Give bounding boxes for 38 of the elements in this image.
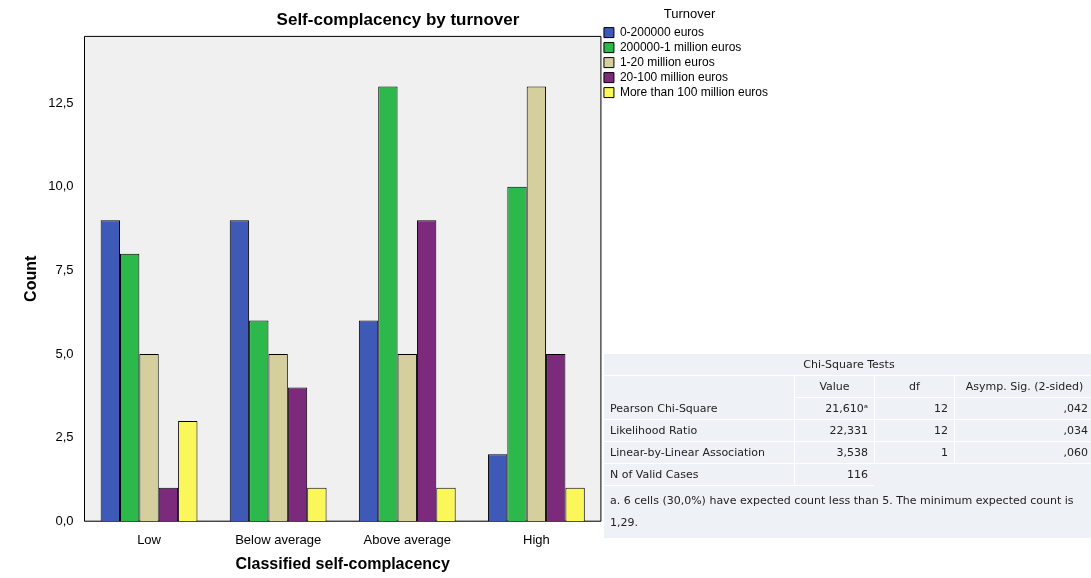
text: Asymp. Sig. (2-sided) [954, 376, 1091, 398]
text: 21,610ᵃ [794, 398, 874, 420]
text: ,060 [954, 442, 1091, 464]
legend-title: Turnover [663, 6, 716, 22]
text: Chi-Square Tests [604, 354, 1091, 376]
text: Likelihood Ratio [604, 420, 794, 442]
legend-label: 20-100 million euros [619, 69, 728, 84]
x-tick-label: High [522, 531, 550, 547]
text: ,042 [954, 398, 1091, 420]
y-tick-label: 0,0 [55, 512, 74, 528]
text: 3,538 [794, 442, 874, 464]
x-tick-label: Above average [363, 531, 451, 547]
legend-label: 1-20 million euros [619, 54, 715, 69]
text: df [874, 376, 954, 398]
x-axis-title: Classified self-complacency [235, 554, 450, 572]
x-tick-label: Low [137, 531, 162, 547]
y-tick-label: 5,0 [55, 345, 74, 361]
text: 22,331 [794, 420, 874, 442]
legend-label: More than 100 million euros [619, 84, 768, 99]
chart-title: Self-complacency by turnover [276, 9, 520, 29]
y-tick-label: 2,5 [55, 429, 74, 445]
y-tick-label: 7,5 [55, 262, 74, 278]
text: N of Valid Cases [604, 464, 794, 486]
text: 12 [874, 398, 954, 420]
text: 12 [874, 420, 954, 442]
text: ,034 [954, 420, 1091, 442]
text: Value [794, 376, 874, 398]
text: 1 [874, 442, 954, 464]
y-tick-label: 12,5 [48, 94, 74, 110]
text: 116 [794, 464, 874, 486]
x-tick-label: Below average [235, 531, 322, 547]
legend-label: 200000-1 million euros [619, 39, 742, 54]
y-axis-title: Count [22, 255, 40, 302]
legend-label: 0-200000 euros [619, 24, 704, 39]
text: Pearson Chi-Square [604, 398, 794, 420]
text: Linear-by-Linear Association [604, 442, 794, 464]
text: a. 6 cells (30,0%) have expected count less than 5. The minimum expected count is 1,29. [609, 493, 1075, 531]
y-tick-label: 10,0 [48, 178, 74, 194]
